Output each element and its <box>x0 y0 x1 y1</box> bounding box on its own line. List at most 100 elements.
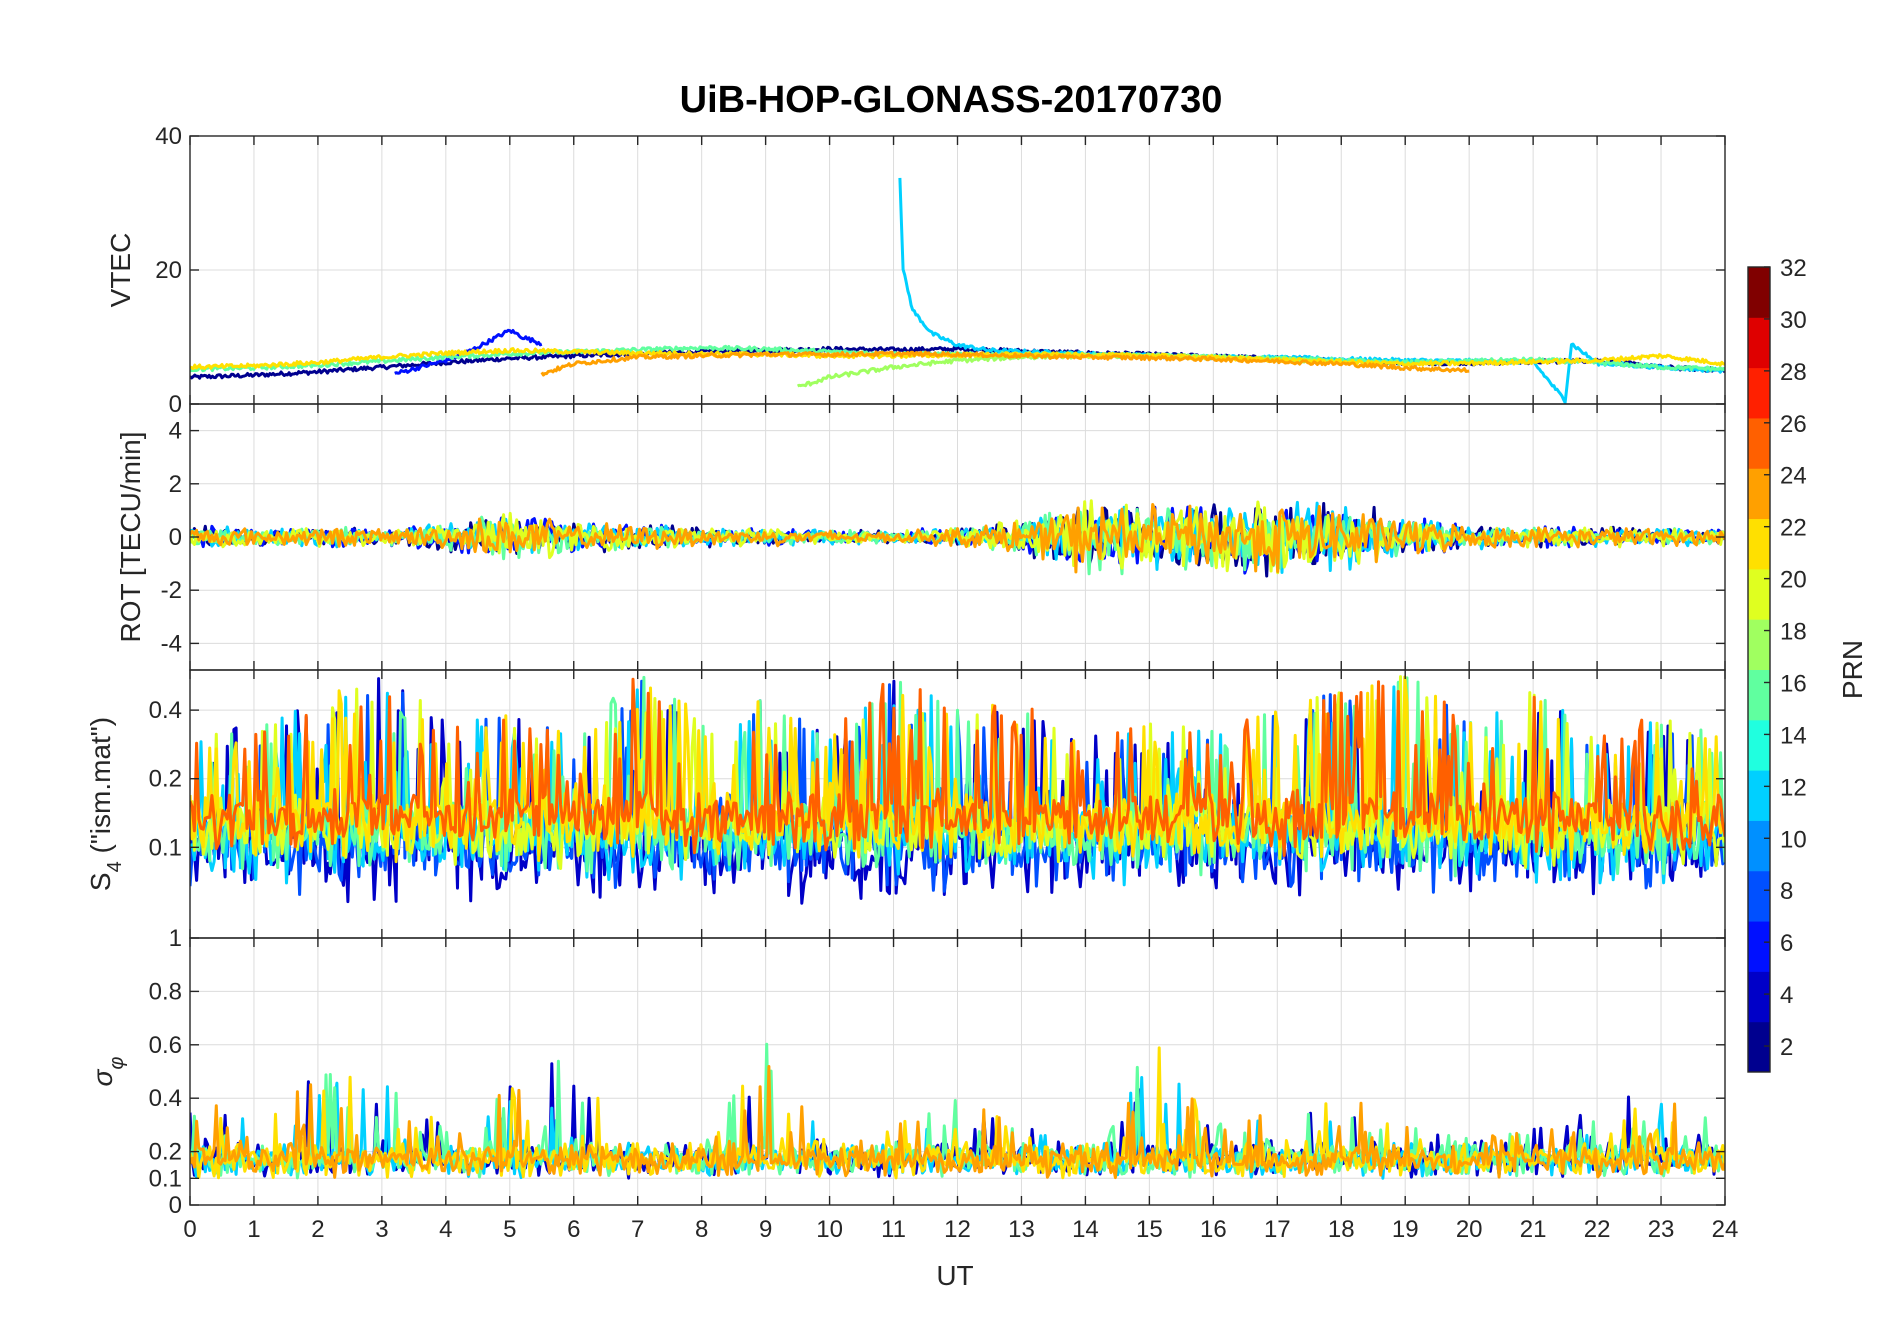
x-tick-label: 3 <box>375 1216 388 1243</box>
vtec-series-line <box>394 328 543 375</box>
y-axis-label-vtec: VTEC <box>105 233 136 308</box>
x-tick-label: 19 <box>1392 1216 1419 1243</box>
colorbar-tick-label: 12 <box>1780 774 1807 801</box>
colorbar-segment <box>1748 1021 1770 1073</box>
x-tick-label: 22 <box>1584 1216 1611 1243</box>
vtec-series-line <box>540 350 1470 377</box>
colorbar-segment <box>1748 971 1770 1023</box>
series-group-s4 <box>190 675 1725 905</box>
colorbar-segment <box>1748 367 1770 419</box>
colorbar-label: PRN <box>1837 640 1868 699</box>
y-tick-label: 20 <box>155 257 182 284</box>
x-tick-label: 10 <box>816 1216 843 1243</box>
y-tick-label: 1 <box>169 925 182 952</box>
x-tick-label: 6 <box>567 1216 580 1243</box>
colorbar-tick-label: 16 <box>1780 670 1807 697</box>
colorbar-segment <box>1748 468 1770 520</box>
s4-series-line <box>190 677 1725 857</box>
y-tick-label: 0.1 <box>149 1165 182 1192</box>
y-tick-label: 0 <box>169 1192 182 1219</box>
colorbar-tick-label: 22 <box>1780 515 1807 542</box>
x-tick-label: 15 <box>1136 1216 1163 1243</box>
chart-title: UiB-HOP-GLONASS-20170730 <box>680 79 1223 121</box>
colorbar-segment <box>1748 669 1770 721</box>
colorbar-segment <box>1748 770 1770 821</box>
colorbar-tick-label: 2 <box>1780 1034 1793 1061</box>
panel-s4: 0.1 0.2 0.4 S4 ("ism.mat") <box>85 669 1726 939</box>
y-tick-label: 2 <box>169 471 182 498</box>
colorbar-tick-label: 24 <box>1780 463 1807 490</box>
colorbar-frame <box>1747 266 1771 1073</box>
x-tick-label: 24 <box>1712 1216 1739 1243</box>
x-tick-label: 9 <box>759 1216 772 1243</box>
panel-rot: -4 -2 0 2 4 ROT [TECU/min] <box>115 403 1726 671</box>
y-axis-label-rot: ROT [TECU/min] <box>115 431 146 642</box>
rot-series-line <box>190 503 1725 574</box>
y-tick-label: 4 <box>169 418 182 445</box>
sigma-phi-series-line <box>190 1065 1725 1180</box>
series-group-rot <box>190 499 1725 578</box>
colorbar-tick-label: 6 <box>1780 930 1793 957</box>
x-tick-label: 17 <box>1264 1216 1291 1243</box>
colorbar-segment <box>1748 820 1770 872</box>
x-tick-label: 7 <box>631 1216 644 1243</box>
x-tick-label: 23 <box>1648 1216 1675 1243</box>
y-tick-label: 0.6 <box>149 1032 182 1059</box>
x-tick-label: 18 <box>1328 1216 1355 1243</box>
x-tick-label: 14 <box>1072 1216 1099 1243</box>
colorbar-tick-label: 10 <box>1780 826 1807 853</box>
colorbar-tick-label: 18 <box>1780 619 1807 646</box>
colorbar-segment <box>1748 417 1770 469</box>
x-tick-label: 0 <box>183 1216 196 1243</box>
y-axis-label-s4: S4 ("ism.mat") <box>85 717 126 891</box>
x-tick-label: 12 <box>944 1216 971 1243</box>
x-tick-label: 11 <box>881 1216 906 1243</box>
y-tick-label: 0.4 <box>149 697 182 724</box>
x-tick-label: 1 <box>247 1216 260 1243</box>
y-tick-label: 0 <box>169 391 182 418</box>
x-tick-label: 21 <box>1520 1216 1547 1243</box>
y-tick-label: 0.1 <box>149 834 182 861</box>
colorbar-tick-label: 26 <box>1780 411 1807 438</box>
colorbar-segment <box>1748 267 1770 318</box>
colorbar-tick-label: 14 <box>1780 722 1807 749</box>
colorbar-tick-label: 4 <box>1780 982 1793 1009</box>
colorbar-tick-label: 32 <box>1780 255 1807 282</box>
colorbar-segment <box>1748 619 1770 670</box>
colorbar-segment <box>1748 518 1770 570</box>
y-tick-label: 0 <box>169 524 182 551</box>
y-tick-label: 0.8 <box>149 978 182 1005</box>
colorbar-tick-label: 8 <box>1780 878 1793 905</box>
y-tick-label: 40 <box>155 123 182 150</box>
panel-sigma-phi: 00.10.2 0.4 0.6 0.8 1 σφ <box>87 925 1726 1219</box>
colorbar-segment <box>1748 317 1770 369</box>
y-tick-label: 0.2 <box>149 766 182 793</box>
colorbar-segment <box>1748 870 1770 922</box>
series-group-vtec <box>190 177 1725 404</box>
y-tick-label: 0.2 <box>149 1139 182 1166</box>
series-group-sigma-phi <box>190 1042 1725 1180</box>
y-axis-label-sigma-phi: σφ <box>87 1057 128 1087</box>
colorbar-segment <box>1748 568 1770 620</box>
x-tick-label: 20 <box>1456 1216 1483 1243</box>
x-tick-label: 4 <box>439 1216 452 1243</box>
panel-vtec: 0 20 40 VTEC <box>105 123 1726 418</box>
x-tick-label: 13 <box>1008 1216 1035 1243</box>
y-tick-label: 0.4 <box>149 1085 182 1112</box>
colorbar-segment <box>1748 921 1770 972</box>
colorbar-segment <box>1748 719 1770 771</box>
x-tick-label: 16 <box>1200 1216 1227 1243</box>
vtec-series-line <box>898 177 1725 404</box>
y-tick-label: -2 <box>161 577 182 604</box>
x-tick-label: 5 <box>503 1216 516 1243</box>
x-axis-label: UT <box>936 1260 973 1291</box>
y-tick-label: -4 <box>161 630 182 657</box>
x-tick-label: 2 <box>311 1216 324 1243</box>
colorbar-tick-label: 30 <box>1780 307 1807 334</box>
colorbar-tick-label: 28 <box>1780 359 1807 386</box>
x-tick-label: 8 <box>695 1216 708 1243</box>
